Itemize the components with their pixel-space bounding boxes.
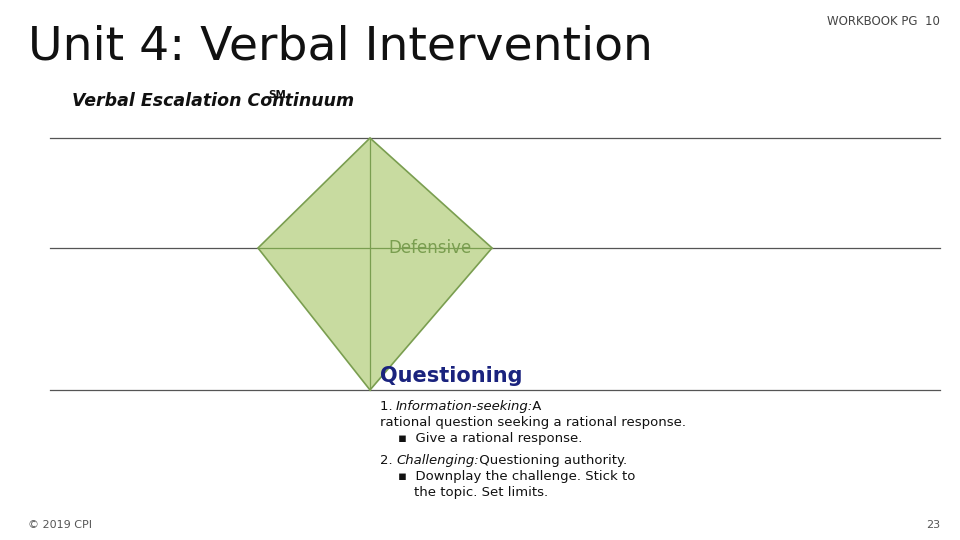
Text: Information-seeking:: Information-seeking:: [396, 400, 533, 413]
Text: 1.: 1.: [380, 400, 396, 413]
Text: © 2019 CPI: © 2019 CPI: [28, 520, 92, 530]
Text: ▪  Give a rational response.: ▪ Give a rational response.: [398, 432, 583, 445]
Text: Questioning authority.: Questioning authority.: [475, 454, 627, 467]
Text: rational question seeking a rational response.: rational question seeking a rational res…: [380, 416, 686, 429]
Polygon shape: [258, 138, 492, 390]
Text: WORKBOOK PG  10: WORKBOOK PG 10: [828, 15, 940, 28]
Text: 23: 23: [925, 520, 940, 530]
Text: Defensive: Defensive: [388, 239, 471, 257]
Text: A: A: [528, 400, 541, 413]
Text: 2.: 2.: [380, 454, 396, 467]
Text: Challenging:: Challenging:: [396, 454, 479, 467]
Text: ▪  Downplay the challenge. Stick to: ▪ Downplay the challenge. Stick to: [398, 470, 636, 483]
Text: Questioning: Questioning: [380, 366, 522, 386]
Text: the topic. Set limits.: the topic. Set limits.: [414, 486, 548, 499]
Text: Unit 4: Verbal Intervention: Unit 4: Verbal Intervention: [28, 25, 653, 70]
Text: SM: SM: [268, 90, 286, 100]
Text: Verbal Escalation Continuum: Verbal Escalation Continuum: [72, 92, 354, 110]
